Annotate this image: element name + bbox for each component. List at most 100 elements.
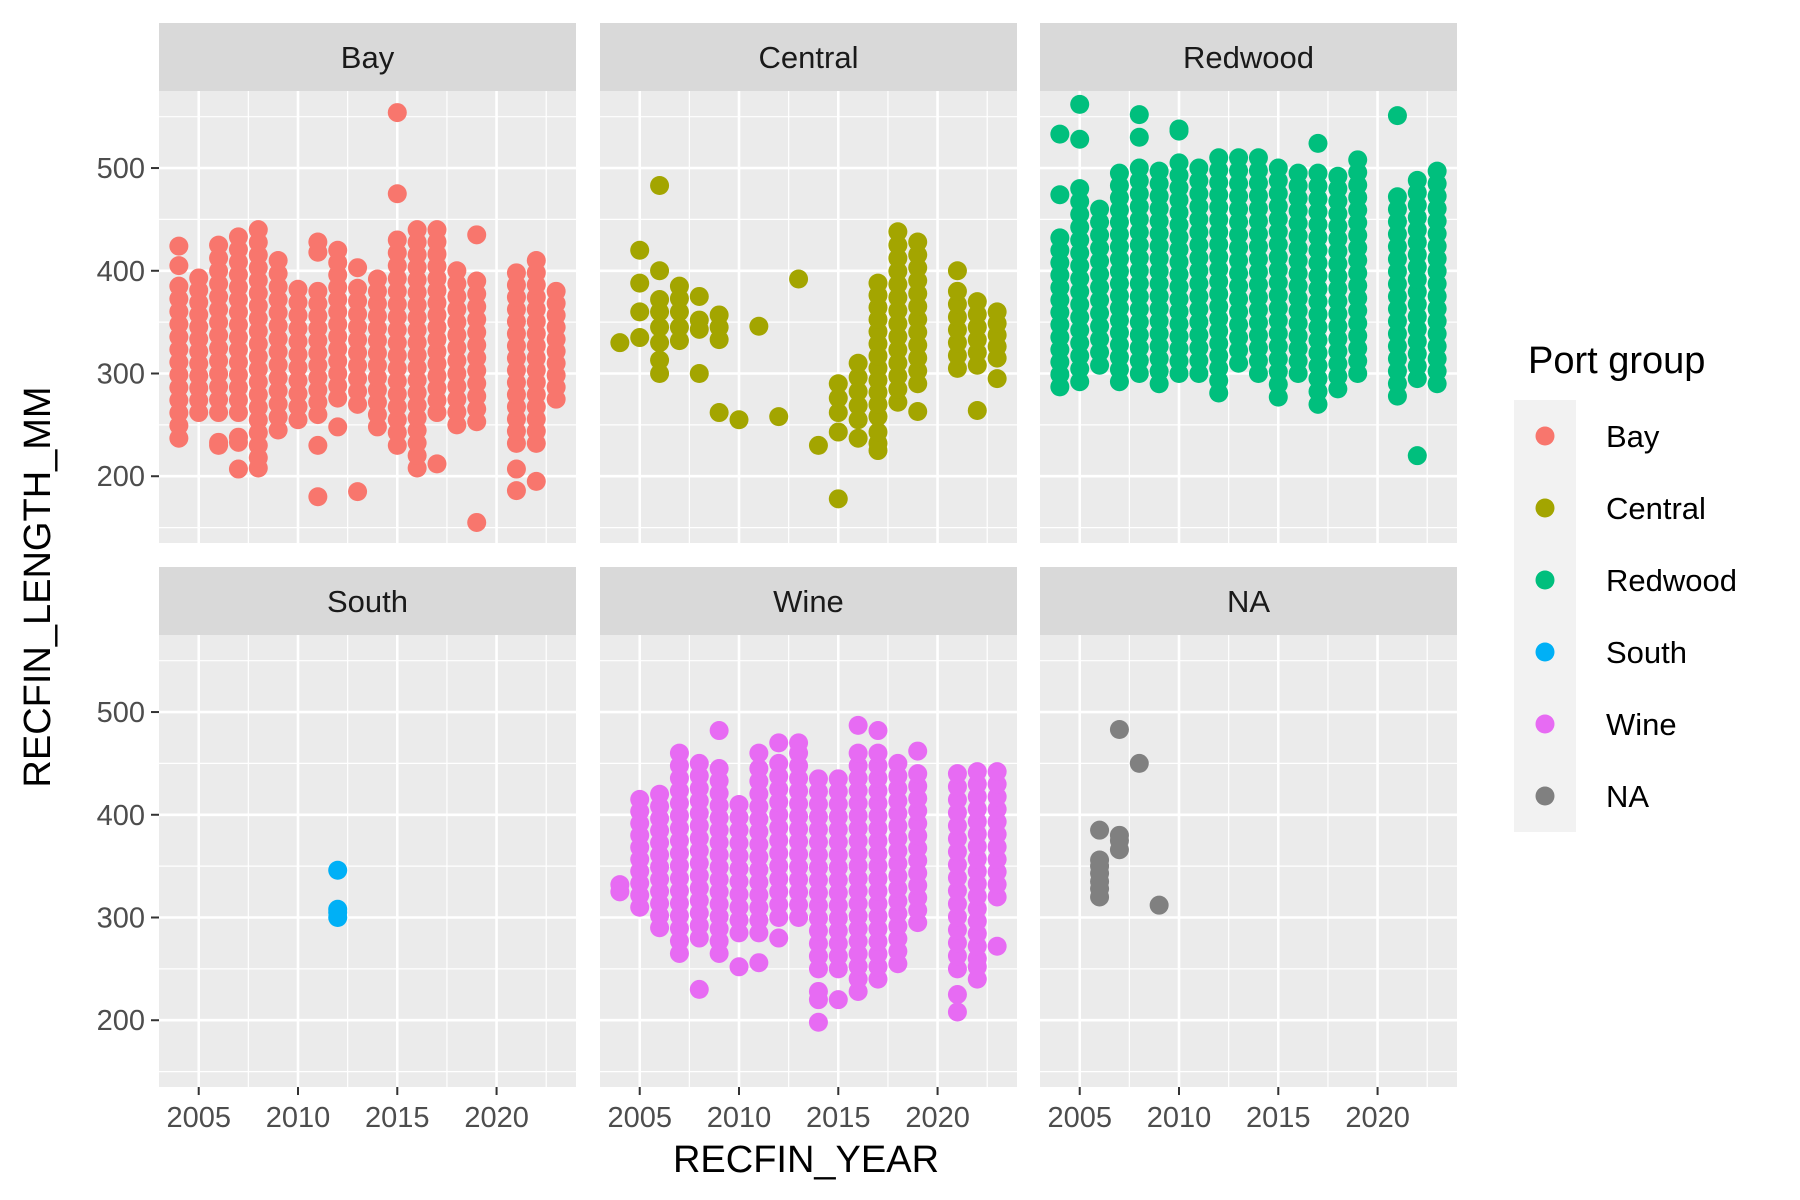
- data-point: [650, 364, 670, 383]
- data-point: [348, 278, 368, 298]
- data-point: [288, 305, 308, 325]
- legend-label: Wine: [1606, 707, 1677, 742]
- data-point: [987, 369, 1007, 389]
- facet-panels: Bay Central Redwood South Wine NA: [159, 23, 1457, 1087]
- data-point: [1189, 158, 1209, 178]
- data-point: [908, 741, 928, 761]
- data-point: [1090, 225, 1110, 245]
- data-point: [1387, 187, 1407, 207]
- x-tick-label: 2010: [266, 1102, 331, 1134]
- data-point: [947, 946, 967, 966]
- data-point: [1348, 150, 1368, 170]
- data-point: [828, 388, 848, 408]
- data-point: [888, 366, 908, 386]
- data-point: [288, 397, 308, 417]
- data-point: [1090, 290, 1110, 310]
- data-point: [288, 358, 308, 378]
- x-tick-label: 2015: [806, 1102, 871, 1134]
- data-point: [308, 435, 328, 455]
- data-point: [769, 407, 789, 427]
- data-point: [506, 481, 526, 501]
- data-point: [967, 292, 987, 312]
- data-point: [650, 784, 670, 804]
- data-point: [1209, 148, 1229, 168]
- data-point: [387, 230, 407, 250]
- facet-strip-label: Redwood: [1183, 40, 1314, 75]
- data-point: [1090, 820, 1110, 840]
- data-point: [729, 957, 749, 977]
- facet-strip-central: [600, 23, 1017, 91]
- data-point: [387, 184, 407, 204]
- data-point: [669, 331, 689, 351]
- plot-background: [159, 635, 576, 1087]
- data-point: [888, 327, 908, 347]
- x-tick-label: 2005: [1047, 1102, 1112, 1134]
- data-point: [288, 318, 308, 338]
- data-point: [908, 402, 928, 422]
- data-point: [908, 764, 928, 784]
- data-point: [808, 435, 828, 455]
- data-point: [248, 220, 268, 240]
- data-point: [689, 979, 709, 999]
- data-point: [868, 721, 888, 741]
- y-tick-label: 300: [97, 903, 145, 935]
- data-point: [1070, 94, 1090, 114]
- data-point: [709, 759, 729, 779]
- data-point: [967, 400, 987, 420]
- data-point: [328, 860, 348, 880]
- y-tick-label: 200: [97, 461, 145, 493]
- data-point: [650, 317, 670, 337]
- data-point: [650, 302, 670, 322]
- data-point: [387, 103, 407, 123]
- data-point: [669, 302, 689, 322]
- data-point: [669, 743, 689, 763]
- data-point: [348, 482, 368, 502]
- data-point: [947, 907, 967, 927]
- data-point: [328, 908, 348, 927]
- data-point: [1129, 127, 1149, 147]
- y-axis-title: RECFIN_LENGTH_MM: [17, 386, 59, 787]
- data-point: [1090, 303, 1110, 323]
- x-tick-label: 2015: [365, 1102, 430, 1134]
- data-point: [228, 459, 248, 479]
- facet-strip-redwood: [1040, 23, 1457, 91]
- data-point: [828, 990, 848, 1010]
- facet-panel-central: Central: [600, 23, 1017, 543]
- data-point: [268, 381, 288, 401]
- data-point: [308, 487, 328, 507]
- y-tick-label: 300: [97, 359, 145, 391]
- data-point: [1050, 124, 1070, 144]
- facet-panel-na: NA: [1040, 567, 1457, 1087]
- facet-panel-bay: Bay: [159, 23, 576, 543]
- facet-strip-label: NA: [1227, 584, 1270, 619]
- x-tick-label: 2015: [1246, 1102, 1311, 1134]
- data-point: [169, 256, 189, 276]
- data-point: [1050, 228, 1070, 248]
- data-point: [1070, 129, 1090, 149]
- legend-item-wine: Wine: [1535, 707, 1677, 742]
- data-point: [967, 762, 987, 782]
- data-point: [1149, 895, 1169, 915]
- data-point: [987, 302, 1007, 322]
- data-point: [987, 762, 1007, 782]
- axes: 200 300 400 500 200 300 400 500 2005 2010 2015 2020…: [97, 153, 1410, 1134]
- data-point: [427, 220, 447, 240]
- data-point: [268, 290, 288, 310]
- plot-background: [600, 91, 1017, 543]
- data-point: [228, 227, 248, 247]
- data-point: [848, 396, 868, 416]
- data-point: [1109, 720, 1129, 740]
- data-point: [888, 248, 908, 268]
- data-point: [248, 448, 268, 468]
- data-point: [888, 314, 908, 334]
- data-point: [268, 355, 288, 375]
- x-tick-label: 2020: [905, 1102, 970, 1134]
- data-point: [447, 261, 467, 281]
- data-point: [947, 959, 967, 979]
- data-point: [848, 410, 868, 430]
- data-point: [367, 269, 387, 289]
- data-point: [868, 273, 888, 293]
- facet-strip-label: Wine: [773, 584, 844, 619]
- legend: Port group Bay Central Redwood South Wine NA: [1514, 340, 1737, 832]
